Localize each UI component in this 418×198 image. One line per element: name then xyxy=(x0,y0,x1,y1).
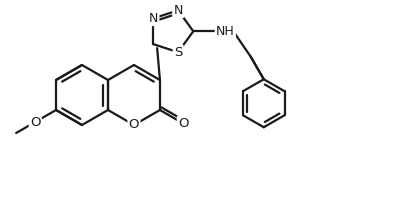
Text: N: N xyxy=(173,4,183,17)
Text: NH: NH xyxy=(216,25,234,38)
Text: O: O xyxy=(178,117,189,130)
Text: N: N xyxy=(149,12,158,25)
Text: S: S xyxy=(174,46,182,59)
Text: O: O xyxy=(30,115,41,129)
Text: O: O xyxy=(129,118,139,131)
